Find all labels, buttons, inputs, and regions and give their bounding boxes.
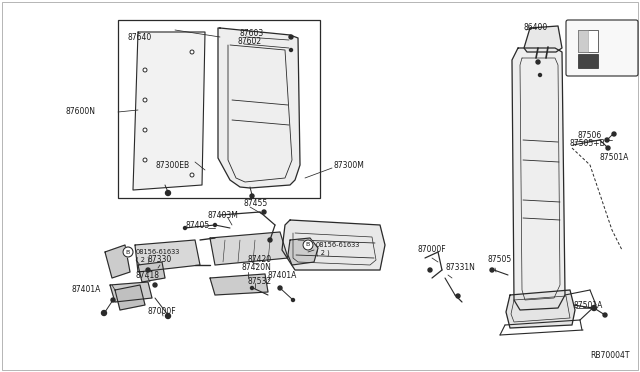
Polygon shape — [512, 48, 565, 310]
Polygon shape — [110, 282, 152, 302]
Polygon shape — [133, 32, 205, 190]
Text: 87403M: 87403M — [207, 211, 238, 219]
Text: 87331N: 87331N — [445, 263, 475, 273]
Circle shape — [289, 35, 293, 39]
Polygon shape — [138, 262, 165, 282]
Circle shape — [184, 227, 186, 230]
Text: 87300M: 87300M — [333, 160, 364, 170]
Text: 87501A: 87501A — [600, 154, 629, 163]
Text: 87330: 87330 — [148, 256, 172, 264]
Circle shape — [289, 48, 292, 51]
Circle shape — [214, 224, 216, 227]
Text: 87405: 87405 — [185, 221, 209, 231]
Circle shape — [536, 60, 540, 64]
Circle shape — [250, 286, 253, 289]
Polygon shape — [506, 290, 575, 328]
Text: 87401A: 87401A — [268, 270, 298, 279]
Text: 87640: 87640 — [127, 33, 151, 42]
Circle shape — [111, 298, 115, 302]
Circle shape — [606, 146, 610, 150]
Text: 87532: 87532 — [248, 278, 272, 286]
Polygon shape — [210, 232, 288, 265]
Circle shape — [428, 268, 432, 272]
Text: 08156-61633: 08156-61633 — [136, 249, 180, 255]
Bar — [118, 20, 320, 198]
Text: 87000F: 87000F — [148, 308, 177, 317]
Text: 87600N: 87600N — [66, 108, 96, 116]
Bar — [578, 54, 598, 68]
Polygon shape — [135, 240, 200, 272]
Circle shape — [262, 210, 266, 214]
Circle shape — [166, 190, 170, 196]
Circle shape — [143, 68, 147, 72]
Circle shape — [303, 240, 313, 250]
Circle shape — [153, 283, 157, 287]
Circle shape — [123, 247, 133, 257]
Text: B: B — [126, 250, 130, 254]
Text: 87418: 87418 — [136, 270, 160, 279]
Circle shape — [605, 138, 609, 142]
Text: ( 2 ): ( 2 ) — [136, 257, 150, 263]
Text: 87000F: 87000F — [418, 246, 447, 254]
Text: 87505+B: 87505+B — [570, 138, 605, 148]
Circle shape — [538, 74, 541, 77]
Polygon shape — [210, 274, 268, 295]
Circle shape — [102, 311, 106, 315]
Text: 87505: 87505 — [488, 256, 512, 264]
Text: 86400: 86400 — [524, 23, 548, 32]
Circle shape — [603, 313, 607, 317]
Text: 87602: 87602 — [238, 36, 262, 45]
Circle shape — [278, 286, 282, 290]
Polygon shape — [218, 28, 300, 188]
Text: 87420: 87420 — [248, 254, 272, 263]
Text: 87506: 87506 — [578, 131, 602, 140]
Text: 87401A: 87401A — [72, 285, 101, 295]
Text: 87603: 87603 — [240, 29, 264, 38]
Polygon shape — [115, 285, 145, 310]
Circle shape — [291, 298, 294, 301]
Circle shape — [268, 238, 272, 242]
Polygon shape — [282, 220, 385, 270]
Circle shape — [250, 194, 254, 198]
Text: B: B — [306, 243, 310, 247]
FancyBboxPatch shape — [566, 20, 638, 76]
Polygon shape — [288, 238, 318, 265]
Circle shape — [490, 268, 494, 272]
Circle shape — [143, 158, 147, 162]
Text: 87300EB: 87300EB — [155, 160, 189, 170]
Circle shape — [456, 294, 460, 298]
Text: 87501A: 87501A — [574, 301, 604, 310]
Circle shape — [143, 98, 147, 102]
Circle shape — [190, 173, 194, 177]
Bar — [578, 30, 588, 52]
Polygon shape — [524, 26, 562, 52]
Text: RB70004T: RB70004T — [590, 350, 630, 359]
Circle shape — [166, 314, 170, 318]
Circle shape — [612, 132, 616, 136]
Circle shape — [190, 50, 194, 54]
Circle shape — [143, 128, 147, 132]
Circle shape — [146, 268, 150, 272]
Polygon shape — [105, 245, 130, 278]
Text: 87420N: 87420N — [242, 263, 272, 273]
Bar — [578, 30, 598, 52]
Text: 08156-61633: 08156-61633 — [316, 242, 360, 248]
Text: ( 2 ): ( 2 ) — [316, 250, 330, 256]
Circle shape — [591, 305, 596, 311]
Text: 87455: 87455 — [243, 199, 268, 208]
